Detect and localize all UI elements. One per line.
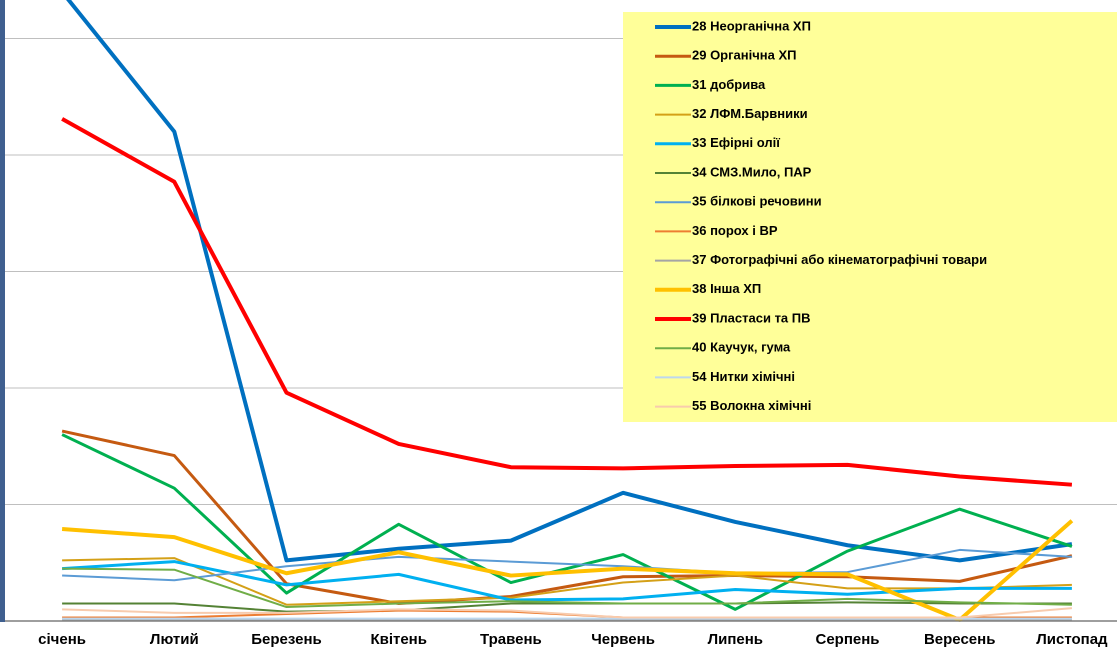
legend-label: 36 порох і ВР (692, 223, 778, 238)
legend-label: 31 добрива (692, 77, 766, 92)
x-tick-label: Липень (708, 631, 763, 648)
legend-label: 39 Пластаси та ПВ (692, 310, 811, 325)
legend-label: 33 Ефірні олії (692, 135, 780, 150)
x-tick-label: Травень (480, 631, 542, 648)
line-series (61, 429, 1073, 606)
line-series (62, 601, 1072, 613)
legend-label: 54 Нитки хімічні (692, 369, 795, 384)
line-series (66, 0, 1073, 563)
legend-label: 55 Волокна хімічні (692, 398, 811, 413)
line-series (61, 519, 1074, 622)
line-series (62, 567, 1072, 609)
x-tick-label: Квітень (370, 631, 427, 648)
x-tick-label: Червень (591, 631, 655, 648)
x-tick-label: Серпень (815, 631, 879, 648)
line-series (62, 557, 1072, 606)
legend-label: 29 Органічна ХП (692, 48, 797, 63)
legend (623, 12, 1117, 422)
legend-label: 35 білкові речовини (692, 194, 822, 209)
x-tick-label: Вересень (924, 631, 995, 648)
legend-label: 37 Фотографічні або кінематографічні тов… (692, 252, 987, 267)
y-axis (0, 0, 5, 622)
line-series (62, 548, 1072, 582)
legend-label: 28 Неорганічна ХП (692, 18, 811, 33)
line-series (62, 607, 1072, 619)
line-series (61, 117, 1073, 487)
x-tick-label: Березень (251, 631, 322, 648)
legend-label: 34 СМЗ.Мило, ПАР (692, 164, 812, 179)
legend-label: 40 Каучук, гума (692, 340, 791, 355)
line-series (61, 433, 1073, 611)
x-tick-label: Лютий (150, 631, 199, 648)
x-tick-label: Листопад (1036, 631, 1108, 648)
x-tick-label: січень (38, 631, 86, 648)
legend-label: 32 ЛФМ.Барвники (692, 106, 808, 121)
legend-label: 38 Інша ХП (692, 281, 761, 296)
